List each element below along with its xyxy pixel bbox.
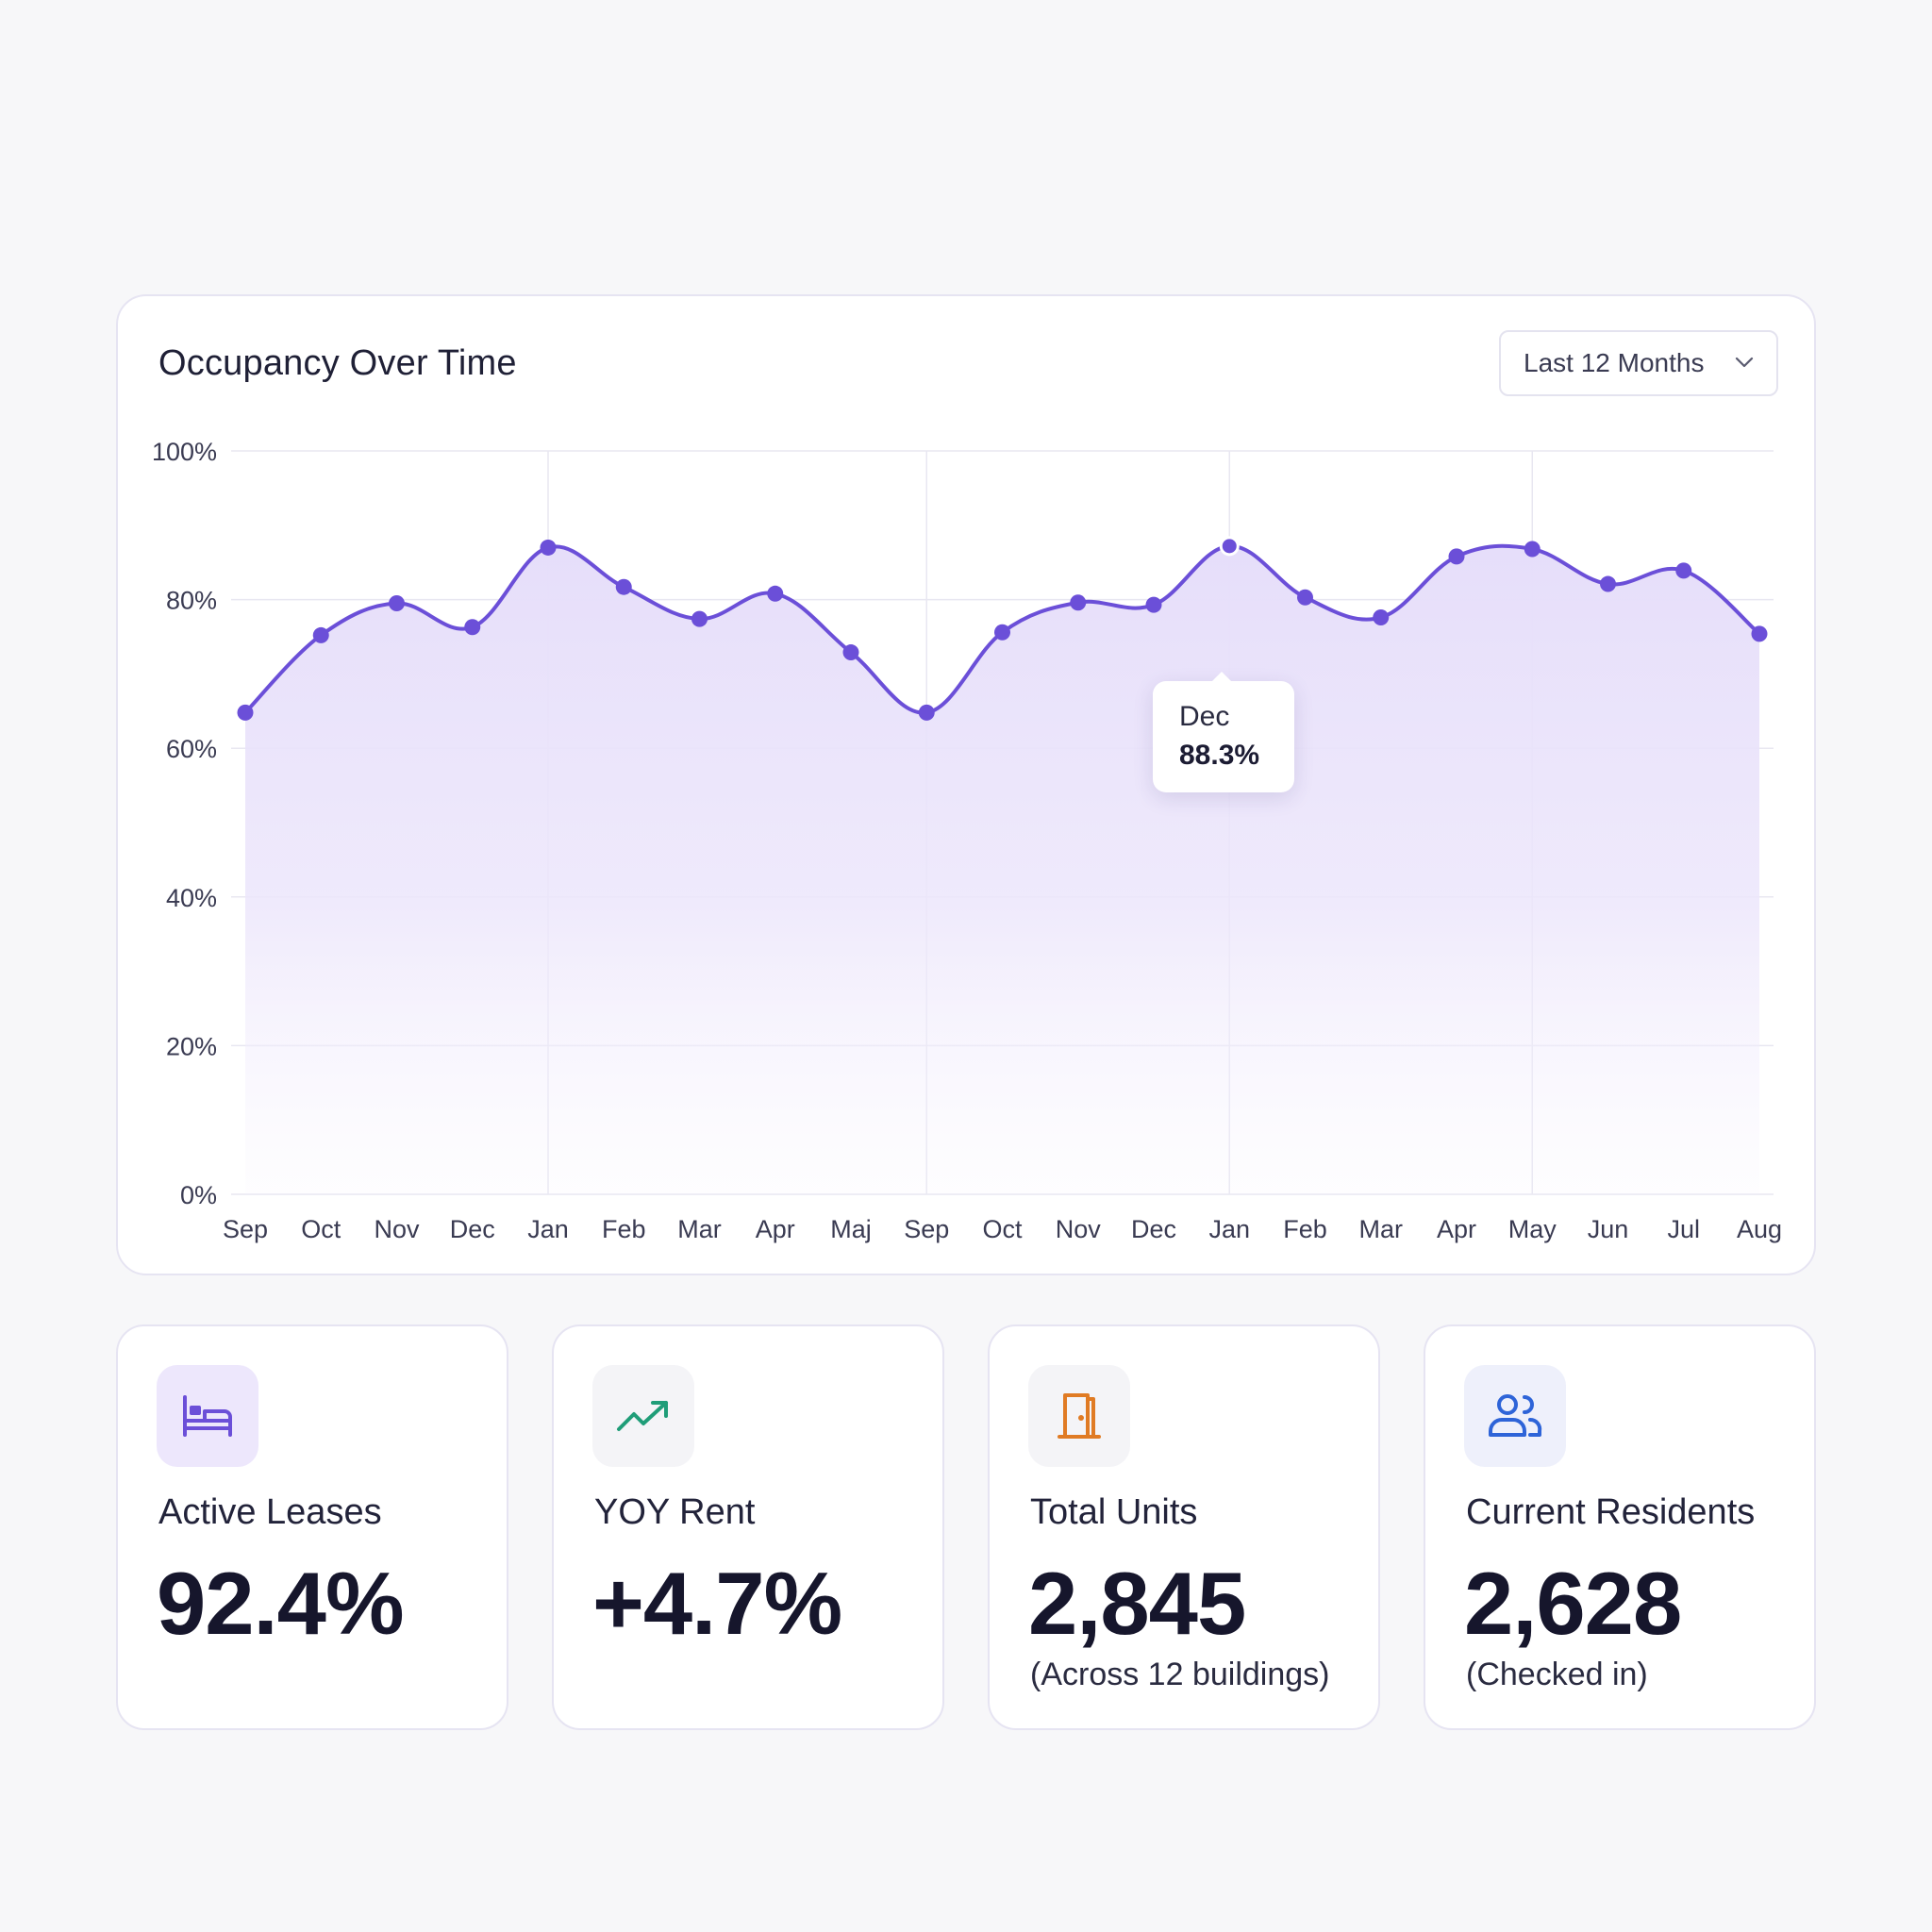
- data-point[interactable]: [1448, 548, 1465, 565]
- x-tick-label: Nov: [374, 1215, 420, 1243]
- icon-tile: [157, 1365, 258, 1467]
- stat-card-total-units: Total Units 2,845 (Across 12 buildings): [988, 1324, 1380, 1730]
- x-tick-label: Mar: [677, 1215, 722, 1243]
- data-point[interactable]: [1070, 594, 1087, 611]
- y-tick-label: 80%: [166, 587, 217, 615]
- users-icon: [1489, 1394, 1542, 1437]
- x-tick-label: Dec: [450, 1215, 495, 1243]
- x-tick-label: Feb: [602, 1215, 646, 1243]
- data-point[interactable]: [389, 595, 405, 612]
- data-point[interactable]: [1297, 589, 1313, 606]
- stat-label: Total Units: [1030, 1492, 1198, 1532]
- area-fill: [245, 545, 1759, 1194]
- icon-tile: [1028, 1365, 1130, 1467]
- data-point[interactable]: [1600, 575, 1616, 592]
- door-icon: [1058, 1393, 1101, 1439]
- stat-card-active-leases: Active Leases 92.4%: [116, 1324, 508, 1730]
- x-tick-label: Dec: [1131, 1215, 1176, 1243]
- chart-tooltip: Dec 88.3%: [1153, 672, 1294, 792]
- data-point[interactable]: [237, 704, 254, 721]
- x-tick-label: Apr: [756, 1215, 795, 1243]
- tooltip-label: Dec: [1179, 701, 1230, 732]
- stat-card-yoy-rent: YOY Rent +4.7%: [552, 1324, 944, 1730]
- chevron-down-icon: [1735, 357, 1754, 368]
- occupancy-card: Occupancy Over Time Last 12 Months 0% 20%…: [116, 294, 1816, 1275]
- stat-value: +4.7%: [592, 1554, 842, 1653]
- y-tick-label: 60%: [166, 735, 217, 763]
- x-tick-label: Jan: [1208, 1215, 1250, 1243]
- y-tick-label: 0%: [180, 1181, 217, 1209]
- x-tick-label: Jul: [1667, 1215, 1700, 1243]
- x-tick-label: Nov: [1056, 1215, 1102, 1243]
- range-select[interactable]: Last 12 Months: [1499, 330, 1778, 396]
- x-tick-label: Aug: [1737, 1215, 1782, 1243]
- data-point[interactable]: [691, 610, 708, 627]
- bed-icon: [183, 1395, 232, 1437]
- stat-value: 2,628: [1464, 1554, 1682, 1653]
- icon-tile: [1464, 1365, 1566, 1467]
- x-tick-label: Jun: [1588, 1215, 1629, 1243]
- x-tick-label: Maj: [830, 1215, 872, 1243]
- stat-card-current-residents: Current Residents 2,628 (Checked in): [1424, 1324, 1816, 1730]
- stat-label: YOY Rent: [594, 1492, 756, 1532]
- data-point[interactable]: [994, 624, 1010, 641]
- data-point-highlighted[interactable]: [1219, 536, 1240, 557]
- x-tick-label: Feb: [1283, 1215, 1327, 1243]
- chart-area: [245, 545, 1759, 1194]
- icon-tile: [592, 1365, 694, 1467]
- y-axis-ticks: 0% 20% 40% 60% 80% 100%: [152, 438, 217, 1209]
- tooltip-value: 88.3%: [1179, 740, 1260, 771]
- series-line: [243, 543, 1761, 715]
- trending-up-icon: [617, 1401, 668, 1431]
- x-tick-label: May: [1508, 1215, 1557, 1243]
- x-tick-label: Jan: [527, 1215, 569, 1243]
- data-point[interactable]: [540, 539, 557, 556]
- x-tick-label: Oct: [982, 1215, 1023, 1243]
- chart-title: Occupancy Over Time: [158, 343, 517, 383]
- data-point[interactable]: [615, 578, 632, 595]
- y-tick-label: 20%: [166, 1032, 217, 1060]
- y-tick-label: 100%: [152, 438, 217, 466]
- x-tick-label: Apr: [1437, 1215, 1476, 1243]
- stat-value: 92.4%: [157, 1554, 405, 1653]
- stat-value: 2,845: [1028, 1554, 1246, 1653]
- data-point[interactable]: [1675, 562, 1692, 579]
- data-point[interactable]: [1751, 625, 1768, 642]
- stat-label: Active Leases: [158, 1492, 382, 1532]
- x-tick-label: Mar: [1359, 1215, 1404, 1243]
- x-tick-label: Sep: [223, 1215, 268, 1243]
- stat-subtext: (Checked in): [1466, 1657, 1648, 1692]
- range-select-value: Last 12 Months: [1524, 348, 1705, 377]
- data-point[interactable]: [464, 619, 481, 636]
- data-point[interactable]: [1145, 596, 1162, 613]
- data-point[interactable]: [842, 644, 859, 661]
- occupancy-chart: 0% 20% 40% 60% 80% 100% Sep Oct Nov Dec Jan Feb Mar…: [152, 438, 1782, 1243]
- stat-label: Current Residents: [1466, 1492, 1756, 1532]
- data-point[interactable]: [1373, 609, 1390, 626]
- x-tick-label: Oct: [301, 1215, 341, 1243]
- data-point[interactable]: [767, 585, 784, 602]
- x-tick-label: Sep: [904, 1215, 949, 1243]
- y-tick-label: 40%: [166, 884, 217, 912]
- data-point[interactable]: [312, 626, 329, 643]
- chart-line: [243, 543, 1761, 715]
- data-point[interactable]: [918, 704, 935, 721]
- chart-points: [237, 536, 1768, 721]
- x-axis-ticks: Sep Oct Nov Dec Jan Feb Mar Apr Maj Sep Oct Nov Dec J…: [223, 1215, 1782, 1243]
- stat-subtext: (Across 12 buildings): [1030, 1657, 1330, 1692]
- data-point[interactable]: [1524, 541, 1541, 558]
